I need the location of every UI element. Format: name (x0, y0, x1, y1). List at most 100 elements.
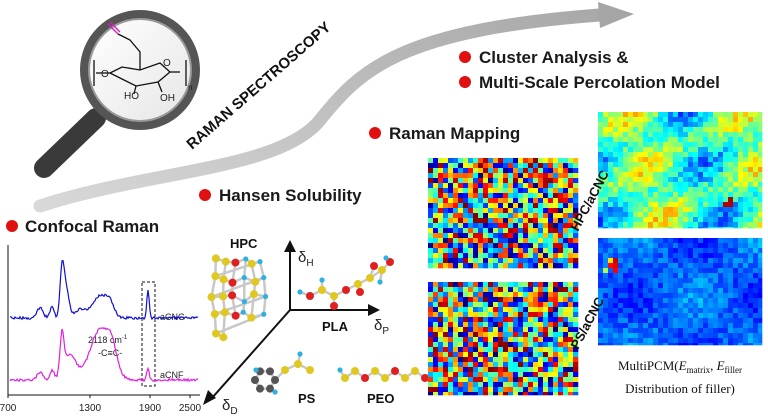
map-pixel (743, 207, 749, 213)
map-pixel (478, 163, 484, 169)
map-pixel (698, 162, 704, 168)
map-pixel (748, 268, 754, 274)
map-pixel (528, 163, 534, 169)
map-pixel (648, 202, 654, 208)
map-pixel (653, 293, 659, 299)
map-pixel (598, 162, 604, 168)
map-pixel (443, 178, 449, 184)
map-pixel (438, 282, 444, 288)
map-pixel (458, 287, 464, 293)
map-pixel (698, 308, 704, 314)
map-pixel (713, 338, 719, 344)
map-pixel (693, 127, 699, 133)
map-pixel (573, 307, 579, 313)
map-pixel (733, 152, 739, 158)
map-pixel (728, 177, 734, 183)
map-pixel (683, 157, 689, 163)
map-pixel (463, 248, 469, 254)
map-pixel (643, 248, 649, 254)
map-pixel (623, 197, 629, 203)
map-pixel (478, 332, 484, 338)
map-pixel (443, 198, 449, 204)
map-pixel (488, 213, 494, 219)
map-pixel (548, 198, 554, 204)
map-pixel (598, 323, 604, 329)
map-pixel (568, 332, 574, 338)
map-pixel (518, 327, 524, 333)
map-pixel (638, 318, 644, 324)
map-pixel (653, 142, 659, 148)
map-pixel (673, 313, 679, 319)
map-pixel (553, 307, 559, 313)
map-pixel (688, 187, 694, 193)
map-pixel (468, 337, 474, 343)
map-pixel (718, 172, 724, 178)
map-pixel (688, 137, 694, 143)
map-pixel (603, 137, 609, 143)
map-pixel (528, 158, 534, 164)
peak-number: 2118 cm (88, 335, 122, 345)
map-pixel (563, 317, 569, 323)
map-pixel (698, 288, 704, 294)
map-pixel (758, 258, 763, 264)
map-pixel (533, 203, 539, 209)
map-pixel (613, 227, 619, 229)
map-pixel (608, 318, 614, 324)
atom (243, 256, 249, 262)
map-pixel (653, 343, 659, 346)
map-pixel (753, 263, 759, 269)
map-pixel (523, 198, 529, 204)
map-pixel (483, 282, 489, 288)
map-pixel (678, 132, 684, 138)
map-pixel (533, 188, 539, 194)
map-pixel (473, 287, 479, 293)
map-pixel (573, 282, 579, 288)
map-pixel (728, 258, 734, 264)
map-pixel (673, 167, 679, 173)
map-pixel (558, 312, 564, 318)
map-pixel (433, 357, 439, 363)
map-pixel (558, 372, 564, 378)
map-pixel (428, 312, 434, 318)
map-pixel (728, 212, 734, 218)
map-pixel (683, 182, 689, 188)
map-pixel (518, 392, 524, 396)
map-pixel (663, 127, 669, 133)
map-pixel (638, 182, 644, 188)
map-pixel (633, 318, 639, 324)
map-pixel (528, 218, 534, 224)
map-pixel (448, 377, 454, 383)
map-pixel (568, 183, 574, 189)
map-pixel (498, 297, 504, 303)
map-pixel (463, 307, 469, 313)
map-pixel (498, 292, 504, 298)
map-pixel (513, 367, 519, 373)
map-pixel (463, 203, 469, 209)
map-pixel (558, 263, 564, 269)
map-pixel (688, 253, 694, 259)
map-pixel (463, 158, 469, 164)
map-pixel (503, 223, 509, 229)
map-pixel (528, 248, 534, 254)
map-pixel (643, 122, 649, 128)
map-pixel (698, 212, 704, 218)
map-pixel (698, 323, 704, 329)
map-pixel (433, 307, 439, 313)
map-pixel (723, 182, 729, 188)
map-pixel (688, 263, 694, 269)
map-pixel (548, 392, 554, 396)
map-pixel (598, 308, 604, 314)
map-pixel (723, 248, 729, 254)
map-pixel (738, 263, 744, 269)
map-pixel (693, 162, 699, 168)
map-pixel (533, 392, 539, 396)
map-pixel (468, 208, 474, 214)
map-pixel (523, 173, 529, 179)
map-pixel (543, 193, 549, 199)
map-pixel (558, 327, 564, 333)
atom (251, 277, 260, 286)
map-pixel (568, 312, 574, 318)
map-pixel (598, 187, 604, 193)
map-pixel (728, 112, 734, 118)
map-pixel (748, 172, 754, 178)
